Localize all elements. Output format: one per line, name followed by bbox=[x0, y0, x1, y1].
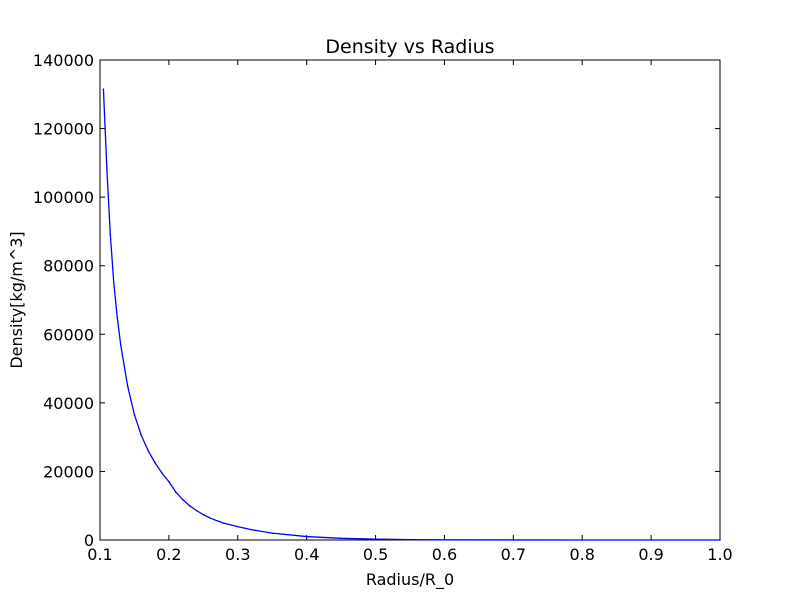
data-point bbox=[174, 491, 177, 493]
data-point bbox=[112, 282, 115, 284]
y-tick-label: 0 bbox=[84, 531, 94, 550]
data-point bbox=[109, 234, 112, 236]
data-point bbox=[102, 88, 105, 90]
data-point bbox=[161, 472, 163, 474]
x-tick-label: 0.9 bbox=[638, 545, 663, 564]
y-tick-label: 100000 bbox=[33, 188, 94, 207]
data-point bbox=[116, 316, 119, 318]
data-point bbox=[409, 538, 411, 541]
data-point bbox=[581, 539, 584, 541]
data-point bbox=[719, 539, 721, 541]
data-point bbox=[250, 528, 253, 531]
y-tick-label: 80000 bbox=[43, 257, 94, 276]
data-point bbox=[223, 522, 225, 524]
chart-title: Density vs Radius bbox=[325, 36, 494, 58]
x-tick-label: 1.0 bbox=[707, 545, 732, 564]
data-point bbox=[443, 538, 446, 541]
data-point bbox=[650, 539, 652, 541]
data-point bbox=[195, 509, 198, 512]
y-tick-label: 120000 bbox=[33, 120, 94, 139]
axis-ticks: 0.1 0.2 0.3 0.4 0.5 0.6 0.7 0.8 0.9 1.0 0 20000 4000… bbox=[33, 51, 733, 564]
x-tick-label: 0.8 bbox=[569, 545, 594, 564]
data-point bbox=[188, 504, 191, 507]
data-point bbox=[133, 414, 136, 416]
data-point bbox=[236, 525, 239, 528]
data-point bbox=[512, 539, 515, 541]
data-point bbox=[147, 450, 150, 452]
data-point bbox=[271, 532, 274, 534]
data-point bbox=[154, 462, 156, 464]
y-axis-title: Density[kg/m^3] bbox=[7, 231, 26, 368]
data-point bbox=[305, 535, 308, 538]
y-tick-label: 40000 bbox=[43, 394, 94, 413]
y-tick-label: 60000 bbox=[43, 325, 94, 344]
series-layer bbox=[102, 88, 721, 541]
x-tick-label: 0.5 bbox=[363, 545, 388, 564]
x-axis-title: Radius/R_0 bbox=[366, 570, 454, 590]
y-tick-label: 140000 bbox=[33, 51, 94, 70]
x-tick-label: 0.4 bbox=[294, 545, 319, 564]
data-point bbox=[181, 498, 184, 501]
x-tick-label: 0.7 bbox=[501, 545, 526, 564]
data-point bbox=[168, 480, 170, 483]
x-tick-label: 0.6 bbox=[432, 545, 457, 564]
data-point bbox=[140, 434, 143, 437]
data-point bbox=[119, 343, 122, 346]
data-point bbox=[209, 517, 212, 519]
x-tick-label: 0.3 bbox=[225, 545, 250, 564]
data-point bbox=[106, 168, 108, 171]
data-point bbox=[340, 537, 342, 540]
data-point bbox=[216, 520, 218, 522]
data-point bbox=[126, 384, 129, 387]
x-tick-label: 0.1 bbox=[87, 545, 112, 564]
y-tick-label: 20000 bbox=[43, 462, 94, 481]
data-point bbox=[202, 513, 205, 516]
x-tick-label: 0.2 bbox=[156, 545, 181, 564]
data-point bbox=[374, 538, 377, 540]
